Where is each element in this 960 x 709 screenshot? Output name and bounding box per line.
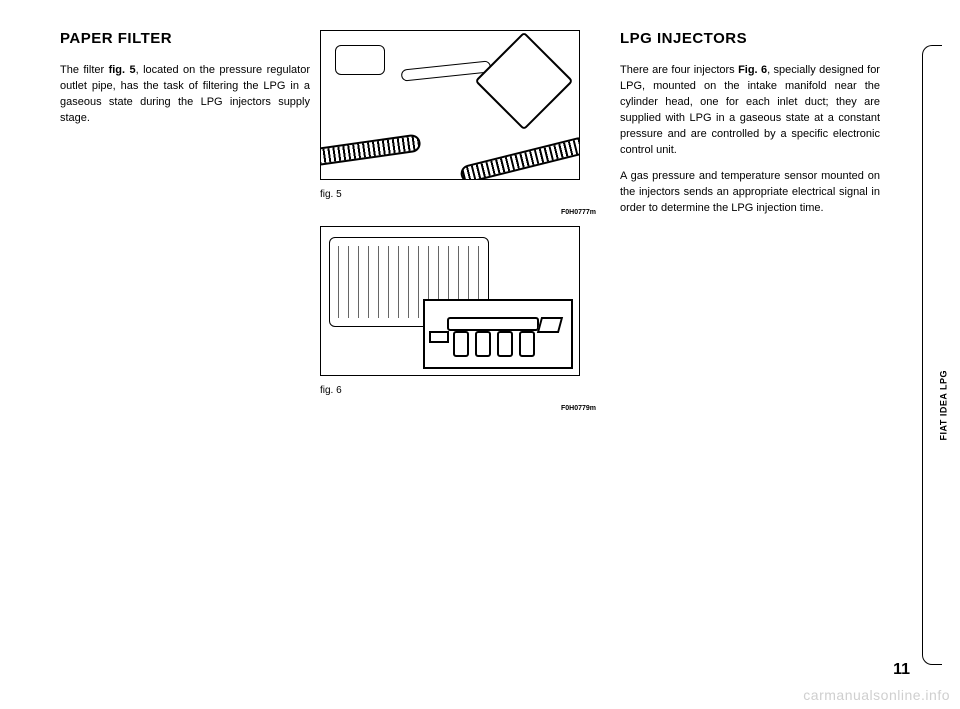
figure-6-code: F0H0779m: [561, 405, 596, 412]
inlet-pipe-shape: [429, 331, 449, 343]
figure-6-block: fig. 6 F0H0779m: [320, 226, 600, 398]
engine-cap-shape: [335, 45, 385, 75]
injector-rail-shape: [447, 317, 539, 331]
side-tab: [922, 45, 942, 665]
fig-ref: fig. 5: [109, 64, 136, 76]
fig-ref: Fig. 6: [738, 64, 767, 76]
figure-5-illustration: [320, 30, 580, 180]
figure-6-illustration: [320, 226, 580, 376]
injector-inset: [423, 299, 573, 369]
text: , specially designed for LPG, mounted on…: [620, 64, 880, 156]
figure-5-block: fig. 5 F0H0777m: [320, 30, 600, 202]
injector-shape: [453, 331, 469, 357]
column-figures: fig. 5 F0H0777m fig. 6 F0H0779m: [320, 30, 600, 422]
paragraph-paper-filter: The filter fig. 5, located on the pressu…: [60, 63, 310, 127]
hose-shape: [459, 136, 580, 180]
hose-shape: [320, 133, 422, 166]
connector-shape: [537, 317, 563, 333]
column-left: PAPER FILTER The filter fig. 5, located …: [60, 30, 310, 127]
watermark-text: carmanualsonline.info: [803, 687, 950, 703]
injector-shape: [519, 331, 535, 357]
paragraph-injectors-2: A gas pressure and temperature sensor mo…: [620, 169, 880, 217]
manual-page: PAPER FILTER The filter fig. 5, located …: [60, 30, 900, 680]
column-right: LPG INJECTORS There are four injectors F…: [620, 30, 880, 216]
paragraph-injectors-1: There are four injectors Fig. 6, special…: [620, 63, 880, 159]
injector-shape: [475, 331, 491, 357]
paper-filter-shape: [475, 32, 574, 131]
figure-6-caption: fig. 6: [320, 385, 342, 396]
side-tab-label: FIAT IDEA LPG: [938, 370, 948, 441]
figure-5-caption: fig. 5: [320, 189, 342, 200]
heading-lpg-injectors: LPG INJECTORS: [620, 30, 880, 47]
text: The filter: [60, 64, 109, 76]
text: There are four injectors: [620, 64, 738, 76]
injector-shape: [497, 331, 513, 357]
page-number: 11: [893, 661, 910, 679]
figure-5-code: F0H0777m: [561, 209, 596, 216]
heading-paper-filter: PAPER FILTER: [60, 30, 310, 47]
